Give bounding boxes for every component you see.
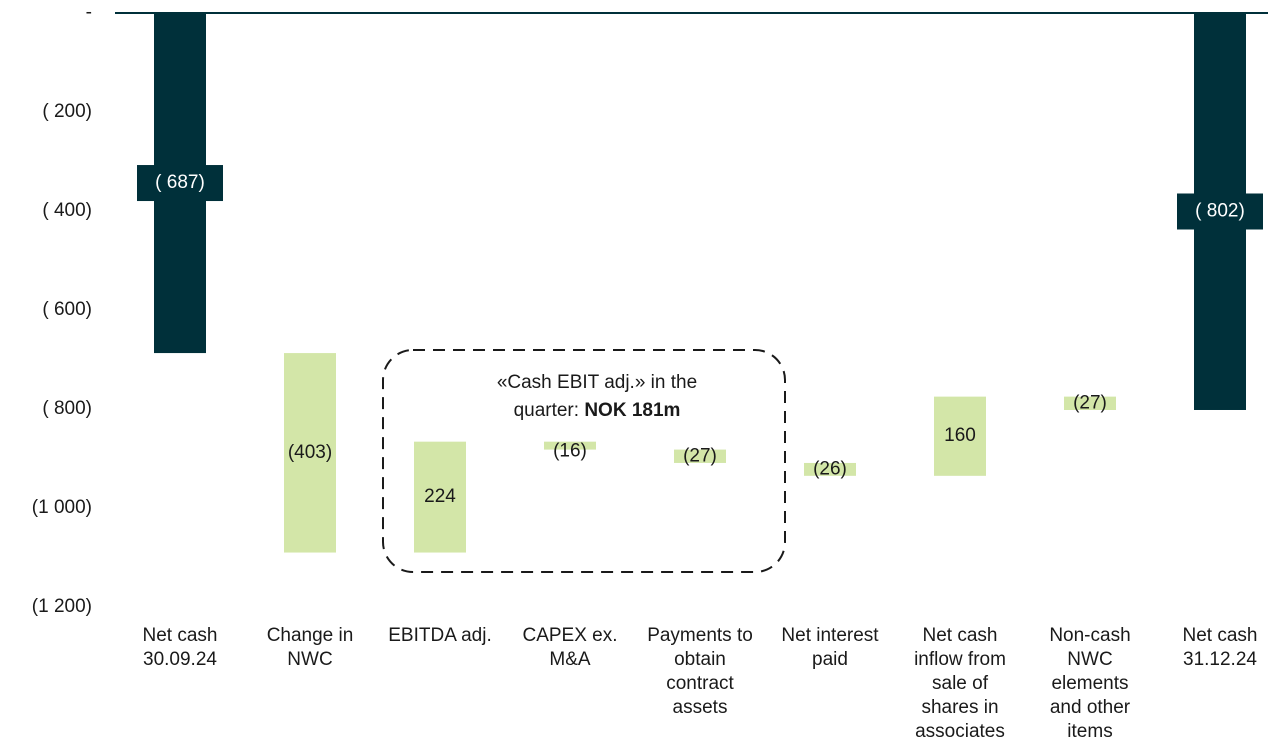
x-tick-label: Payments to obtain contract assets (647, 625, 753, 718)
x-tick-label: Net interest paid (781, 625, 879, 670)
bar (674, 449, 726, 463)
x-tick-label: Non-cash NWC elements and other items (1049, 625, 1131, 742)
value-label: (27) (1073, 392, 1107, 413)
value-label: (26) (813, 458, 847, 479)
x-tick-label: Change in NWC (266, 625, 354, 670)
annotation-line: «Cash EBIT adj.» in the (497, 372, 697, 393)
annotation-highlight: NOK 181m (584, 400, 680, 421)
value-label: (27) (683, 445, 717, 466)
bar (934, 396, 986, 476)
value-label: ( 802) (1195, 201, 1245, 222)
label-box (137, 165, 223, 202)
x-tick-label: Net cash 31.12.24 (1182, 625, 1258, 670)
value-label: ( 687) (155, 172, 205, 193)
x-tick-label: Net cash inflow from sale of shares in a… (914, 625, 1006, 742)
y-tick-label: ( 400) (42, 200, 92, 221)
bar (804, 462, 856, 476)
value-label: 160 (944, 425, 976, 446)
y-tick-label: ( 600) (42, 299, 92, 320)
value-label: (16) (553, 441, 587, 462)
x-tick-label: Net cash 30.09.24 (142, 625, 218, 670)
bar (414, 441, 466, 553)
bar (544, 441, 596, 450)
y-tick-label: ( 800) (42, 398, 92, 419)
x-tick-label: EBITDA adj. (388, 625, 492, 646)
y-tick-label: (1 200) (32, 596, 92, 617)
y-tick-label: - (86, 2, 92, 23)
x-tick-label: CAPEX ex. M&A (522, 625, 618, 670)
y-tick-label: ( 200) (42, 101, 92, 122)
annotation-text: quarter: (514, 400, 579, 421)
label-box (1177, 193, 1263, 230)
value-label: 224 (424, 486, 456, 507)
annotation-line: quarter: NOK 181m (514, 400, 681, 421)
y-tick-label: (1 000) (32, 497, 92, 518)
bar (284, 353, 336, 553)
annotation-box (382, 349, 786, 573)
value-label: (403) (288, 442, 332, 463)
bar (1064, 396, 1116, 410)
